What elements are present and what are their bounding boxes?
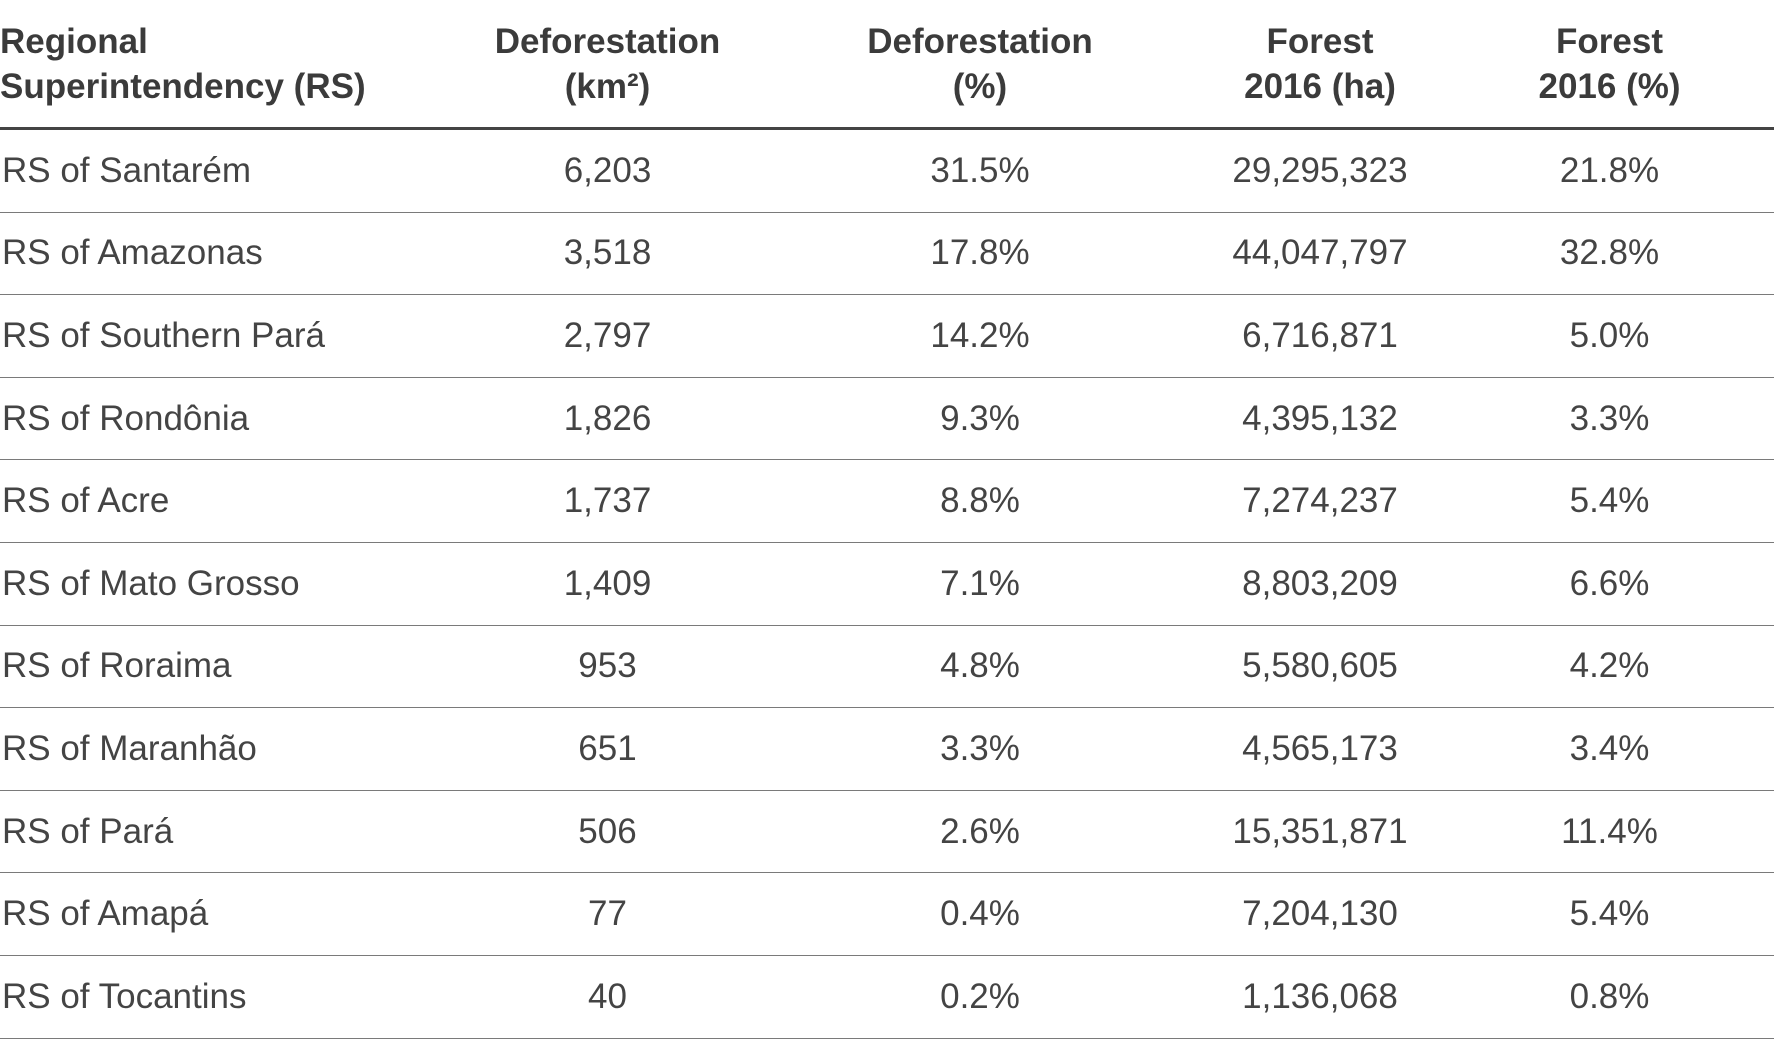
table-header: Regional Superintendency (RS) Deforestat…	[0, 0, 1774, 130]
table-row: RS of Acre 1,737 8.8% 7,274,237 5.4%	[0, 459, 1774, 543]
cell-region: RS of Southern Pará	[0, 294, 450, 378]
cell-forest-ha: 6,716,871	[1195, 294, 1445, 378]
cell-deforestation-km2: 3,518	[450, 212, 765, 296]
cell-forest-ha: 1,136,068	[1195, 955, 1445, 1039]
cell-forest-ha: 15,351,871	[1195, 790, 1445, 874]
column-header-forest-2016-percent: Forest 2016 (%)	[1445, 0, 1774, 130]
cell-forest-percent: 4.2%	[1445, 625, 1774, 709]
cell-region: RS of Roraima	[0, 625, 450, 709]
header-line: Deforestation	[867, 21, 1093, 61]
cell-region: RS of Mato Grosso	[0, 542, 450, 626]
cell-deforestation-km2: 1,409	[450, 542, 765, 626]
cell-forest-percent: 6.6%	[1445, 542, 1774, 626]
table-row: RS of Maranhão 651 3.3% 4,565,173 3.4%	[0, 707, 1774, 791]
cell-forest-percent: 3.4%	[1445, 707, 1774, 791]
cell-region: RS of Pará	[0, 790, 450, 874]
cell-deforestation-percent: 14.2%	[765, 294, 1195, 378]
table-row: RS of Mato Grosso 1,409 7.1% 8,803,209 6…	[0, 542, 1774, 626]
cell-forest-percent: 11.4%	[1445, 790, 1774, 874]
header-line: Deforestation	[494, 21, 721, 61]
cell-forest-percent: 5.4%	[1445, 872, 1774, 956]
column-header-deforestation-percent: Deforestation (%)	[765, 0, 1195, 130]
cell-forest-ha: 44,047,797	[1195, 212, 1445, 296]
table-row: RS of Pará 506 2.6% 15,351,871 11.4%	[0, 790, 1774, 874]
cell-deforestation-km2: 77	[450, 872, 765, 956]
table-row: RS of Amapá 77 0.4% 7,204,130 5.4%	[0, 872, 1774, 956]
cell-deforestation-km2: 1,826	[450, 377, 765, 461]
column-header-deforestation-km2: Deforestation (km²)	[450, 0, 765, 130]
cell-deforestation-percent: 4.8%	[765, 625, 1195, 709]
column-header-regional-superintendency: Regional Superintendency (RS)	[0, 0, 450, 130]
cell-deforestation-percent: 31.5%	[765, 128, 1195, 213]
header-line: Superintendency (RS)	[0, 66, 366, 106]
cell-forest-ha: 7,204,130	[1195, 872, 1445, 956]
cell-forest-ha: 4,565,173	[1195, 707, 1445, 791]
header-line: Forest	[1556, 21, 1663, 61]
table-row: RS of Santarém 6,203 31.5% 29,295,323 21…	[0, 128, 1774, 213]
cell-forest-ha: 8,803,209	[1195, 542, 1445, 626]
header-line: 2016 (%)	[1538, 66, 1681, 106]
column-header-forest-2016-ha: Forest 2016 (ha)	[1195, 0, 1445, 130]
cell-region: RS of Santarém	[0, 128, 450, 213]
cell-forest-ha: 29,295,323	[1195, 128, 1445, 213]
cell-deforestation-percent: 8.8%	[765, 459, 1195, 543]
cell-deforestation-percent: 0.4%	[765, 872, 1195, 956]
cell-forest-percent: 5.4%	[1445, 459, 1774, 543]
cell-region: RS of Maranhão	[0, 707, 450, 791]
cell-region: RS of Tocantins	[0, 955, 450, 1039]
cell-deforestation-km2: 1,737	[450, 459, 765, 543]
header-line: (%)	[952, 66, 1008, 106]
cell-deforestation-km2: 651	[450, 707, 765, 791]
header-row: Regional Superintendency (RS) Deforestat…	[0, 0, 1774, 130]
header-line: Regional	[0, 21, 148, 61]
cell-forest-percent: 3.3%	[1445, 377, 1774, 461]
table-row: RS of Tocantins 40 0.2% 1,136,068 0.8%	[0, 955, 1774, 1039]
cell-forest-ha: 7,274,237	[1195, 459, 1445, 543]
cell-deforestation-km2: 2,797	[450, 294, 765, 378]
cell-region: RS of Amazonas	[0, 212, 450, 296]
table-row: RS of Southern Pará 2,797 14.2% 6,716,87…	[0, 294, 1774, 378]
cell-forest-ha: 5,580,605	[1195, 625, 1445, 709]
cell-region: RS of Rondônia	[0, 377, 450, 461]
cell-region: RS of Acre	[0, 459, 450, 543]
cell-deforestation-percent: 7.1%	[765, 542, 1195, 626]
cell-deforestation-percent: 2.6%	[765, 790, 1195, 874]
cell-forest-percent: 21.8%	[1445, 128, 1774, 213]
cell-deforestation-percent: 17.8%	[765, 212, 1195, 296]
cell-deforestation-km2: 506	[450, 790, 765, 874]
header-line: (km²)	[564, 66, 651, 106]
header-line: Forest	[1266, 21, 1374, 61]
header-line: 2016 (ha)	[1244, 66, 1396, 106]
cell-forest-ha: 4,395,132	[1195, 377, 1445, 461]
table-body: RS of Santarém 6,203 31.5% 29,295,323 21…	[0, 128, 1774, 1039]
cell-deforestation-percent: 3.3%	[765, 707, 1195, 791]
cell-deforestation-percent: 9.3%	[765, 377, 1195, 461]
cell-deforestation-km2: 40	[450, 955, 765, 1039]
table-row: RS of Roraima 953 4.8% 5,580,605 4.2%	[0, 625, 1774, 709]
cell-forest-percent: 0.8%	[1445, 955, 1774, 1039]
cell-forest-percent: 5.0%	[1445, 294, 1774, 378]
table-row: RS of Amazonas 3,518 17.8% 44,047,797 32…	[0, 212, 1774, 296]
cell-forest-percent: 32.8%	[1445, 212, 1774, 296]
cell-region: RS of Amapá	[0, 872, 450, 956]
cell-deforestation-km2: 953	[450, 625, 765, 709]
cell-deforestation-percent: 0.2%	[765, 955, 1195, 1039]
cell-deforestation-km2: 6,203	[450, 128, 765, 213]
table-row: RS of Rondônia 1,826 9.3% 4,395,132 3.3%	[0, 377, 1774, 461]
